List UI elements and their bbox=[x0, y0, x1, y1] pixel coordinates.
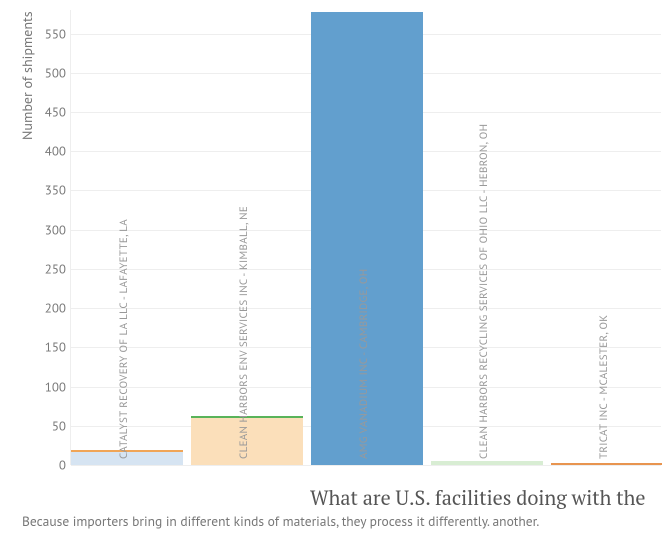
bar-label: CLEAN HARBORS RECYCLING SERVICES OF OHIO… bbox=[477, 124, 491, 459]
bar[interactable] bbox=[551, 463, 662, 465]
y-tick-label: 250 bbox=[36, 260, 66, 277]
y-tick-label: 200 bbox=[36, 300, 66, 317]
bar-label: TRICAT INC - MCALESTER, OK bbox=[597, 315, 611, 459]
y-tick-label: 300 bbox=[36, 221, 66, 238]
chart-area: 050100150200250300350400450500550CATALYS… bbox=[70, 10, 660, 475]
y-axis-title: Number of shipments bbox=[18, 11, 36, 140]
y-tick-label: 100 bbox=[36, 378, 66, 395]
bar[interactable] bbox=[431, 461, 543, 465]
bar-label: AMG VANADIUM INC - CAMBRIDGE, OH bbox=[357, 269, 371, 459]
y-tick-label: 400 bbox=[36, 143, 66, 160]
chart-subtitle: Because importers bring in different kin… bbox=[22, 512, 662, 530]
chart-plot: 050100150200250300350400450500550CATALYS… bbox=[70, 10, 660, 465]
y-tick-label: 550 bbox=[36, 25, 66, 42]
y-tick-label: 500 bbox=[36, 64, 66, 81]
bar-label: CLEAN HARBORS ENV SERVICES INC - KIMBALL… bbox=[237, 206, 251, 459]
chart-title: What are U.S. facilities doing with the bbox=[310, 484, 645, 511]
y-tick-label: 450 bbox=[36, 103, 66, 120]
y-tick-label: 150 bbox=[36, 339, 66, 356]
y-tick-label: 50 bbox=[36, 417, 66, 434]
bar-label: CATALYST RECOVERY OF LA LLC - LAFAYETTE,… bbox=[117, 219, 131, 459]
y-tick-label: 350 bbox=[36, 182, 66, 199]
grid-line bbox=[71, 465, 661, 466]
y-tick-label: 0 bbox=[36, 457, 66, 474]
